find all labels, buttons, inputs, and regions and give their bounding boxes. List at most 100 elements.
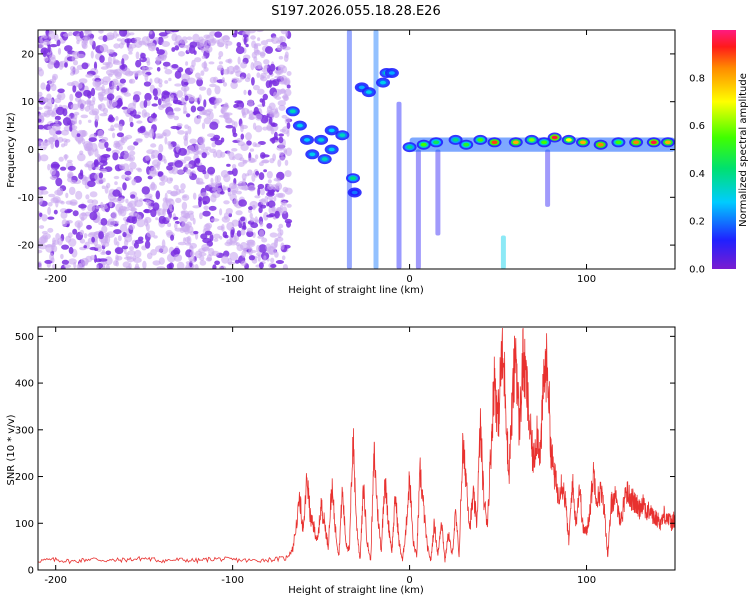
snr-y-ticks: 0 100 200 300 400 500 xyxy=(15,332,675,577)
noise-blob xyxy=(68,258,77,265)
noise-blob xyxy=(158,215,166,224)
noise-blob xyxy=(228,182,237,190)
noise-blob xyxy=(79,229,85,236)
noise-blob xyxy=(102,241,110,247)
noise-blob xyxy=(119,84,123,90)
noise-blob xyxy=(266,171,273,179)
spectral-feature-core xyxy=(318,138,325,142)
noise-blob xyxy=(173,216,179,220)
noise-blob xyxy=(170,94,175,102)
noise-blob xyxy=(54,104,58,110)
noise-blob xyxy=(81,138,86,145)
noise-blob xyxy=(38,197,43,206)
noise-blob xyxy=(248,184,256,192)
noise-blob xyxy=(219,266,225,269)
noise-blob xyxy=(231,148,238,152)
noise-blob xyxy=(98,172,104,179)
noise-blob xyxy=(107,116,115,123)
x-tick-label: 0 xyxy=(406,575,412,586)
noise-blob xyxy=(133,242,139,249)
noise-blob xyxy=(242,221,246,230)
noise-blob xyxy=(245,43,249,48)
noise-blob xyxy=(108,128,116,132)
noise-blob xyxy=(246,109,250,114)
noise-blob xyxy=(38,249,43,254)
noise-blob xyxy=(61,244,70,250)
noise-blob xyxy=(88,110,98,116)
noise-blob xyxy=(254,125,263,133)
spectral-feature-core xyxy=(597,142,604,147)
noise-blob xyxy=(193,230,199,235)
noise-blob xyxy=(130,206,136,213)
noise-blob xyxy=(197,115,202,120)
noise-blob xyxy=(102,177,106,183)
noise-blob xyxy=(187,210,194,215)
noise-blob xyxy=(65,219,73,224)
vertical-streak xyxy=(346,30,352,269)
noise-blob xyxy=(208,97,217,103)
noise-blob xyxy=(113,175,120,180)
noise-blob xyxy=(69,124,73,132)
noise-blob xyxy=(89,211,98,221)
noise-blob xyxy=(89,37,94,46)
noise-blob xyxy=(202,200,207,205)
noise-blob xyxy=(225,124,234,129)
noise-blob xyxy=(199,212,203,220)
noise-blob xyxy=(196,76,203,81)
noise-blob xyxy=(157,98,162,106)
noise-blob xyxy=(274,210,280,219)
noise-blob xyxy=(126,255,134,263)
noise-blob xyxy=(98,155,108,164)
noise-blob xyxy=(134,266,140,269)
noise-blob xyxy=(214,31,223,38)
noise-blob xyxy=(105,147,112,152)
noise-blob xyxy=(184,266,190,269)
noise-blob xyxy=(255,30,264,33)
noise-blob xyxy=(129,150,136,156)
y-tick-label: 200 xyxy=(15,472,34,483)
noise-blob xyxy=(174,70,182,79)
noise-blob xyxy=(168,77,172,82)
noise-blob xyxy=(86,224,92,230)
noise-blob xyxy=(266,110,272,115)
noise-blob xyxy=(175,197,182,204)
noise-blob xyxy=(42,35,48,39)
noise-blob xyxy=(78,78,88,84)
noise-blob xyxy=(208,111,214,120)
noise-blob xyxy=(224,241,233,247)
noise-blob xyxy=(216,187,222,193)
noise-blob xyxy=(94,244,102,249)
noise-blob xyxy=(84,163,90,168)
noise-blob xyxy=(217,38,225,48)
noise-blob xyxy=(53,209,58,215)
spectral-feature-core xyxy=(477,138,484,142)
noise-blob xyxy=(114,68,123,78)
noise-blob xyxy=(105,250,112,256)
noise-blob xyxy=(221,255,229,264)
noise-blob xyxy=(143,99,148,108)
noise-blob xyxy=(247,157,256,163)
noise-blob xyxy=(234,121,238,128)
noise-blob xyxy=(207,166,216,175)
noise-blob xyxy=(45,244,53,248)
noise-blob xyxy=(230,229,235,238)
noise-blob xyxy=(51,242,55,252)
noise-blob xyxy=(113,229,122,235)
noise-blob xyxy=(219,208,223,216)
noise-blob xyxy=(76,263,85,269)
noise-blob xyxy=(133,114,141,119)
noise-blob xyxy=(54,97,62,104)
noise-blob xyxy=(189,250,195,257)
noise-blob xyxy=(186,36,193,41)
noise-blob xyxy=(38,186,47,191)
noise-blob xyxy=(128,212,138,217)
noise-blob xyxy=(239,157,245,162)
noise-blob xyxy=(184,163,193,168)
noise-blob xyxy=(248,246,253,256)
noise-blob xyxy=(124,170,132,176)
noise-blob xyxy=(166,165,173,171)
noise-blob xyxy=(49,44,58,48)
noise-blob xyxy=(102,35,108,42)
noise-blob xyxy=(113,220,120,224)
spectral-feature-core xyxy=(351,190,358,195)
